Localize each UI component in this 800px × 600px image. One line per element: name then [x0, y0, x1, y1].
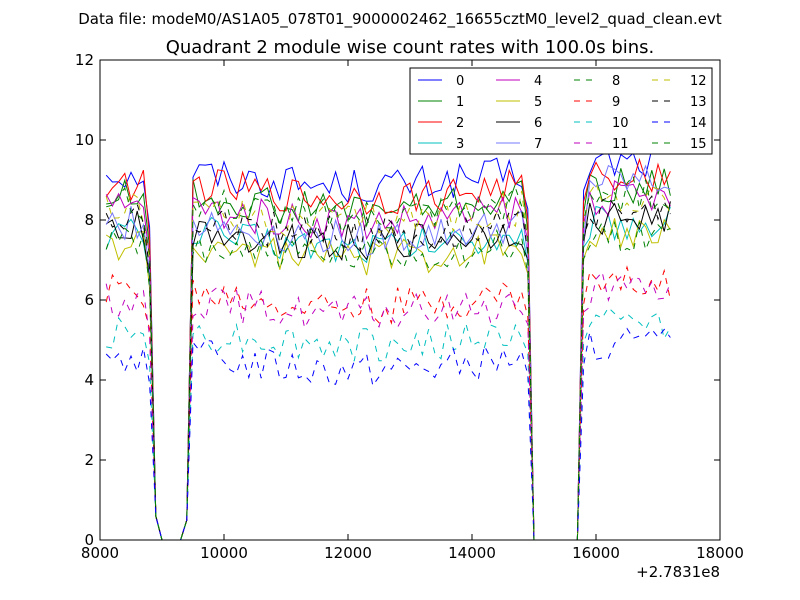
legend-label-14: 14 — [690, 116, 707, 131]
x-axis-ticks: 8000 10000 12000 14000 16000 18000 — [81, 60, 744, 562]
legend-label-1: 1 — [456, 95, 464, 110]
x-tick-label: 18000 — [696, 544, 744, 562]
chart-title: Quadrant 2 module wise count rates with … — [166, 37, 655, 58]
legend-label-4: 4 — [534, 74, 542, 89]
x-tick-label: 12000 — [324, 544, 372, 562]
legend-label-13: 13 — [690, 95, 707, 110]
x-tick-label: 8000 — [81, 544, 119, 562]
y-tick-label: 12 — [75, 51, 94, 69]
legend-label-11: 11 — [612, 137, 629, 152]
legend-label-15: 15 — [690, 137, 707, 152]
legend-label-9: 9 — [612, 95, 620, 110]
x-offset-label: +2.7831e8 — [636, 563, 720, 581]
x-tick-label: 14000 — [448, 544, 496, 562]
series-line-13 — [105, 195, 671, 541]
series-line-12 — [105, 182, 671, 541]
legend-label-2: 2 — [456, 116, 464, 131]
series-line-15 — [106, 174, 671, 541]
legend-box — [409, 67, 713, 155]
legend-label-8: 8 — [612, 74, 620, 89]
legend-label-12: 12 — [690, 74, 707, 89]
legend-label-5: 5 — [534, 95, 542, 110]
suptitle: Data file: modeM0/AS1A05_078T01_90000024… — [78, 10, 722, 29]
y-tick-label: 6 — [84, 291, 94, 309]
series-line-8 — [105, 220, 671, 541]
series-line-11 — [105, 271, 671, 541]
x-tick-label: 16000 — [572, 544, 620, 562]
x-tick-label: 10000 — [200, 544, 248, 562]
y-tick-label: 4 — [84, 371, 94, 389]
legend-label-6: 6 — [534, 116, 542, 131]
legend-label-3: 3 — [456, 137, 464, 152]
legend-label-0: 0 — [456, 74, 464, 89]
y-tick-label: 10 — [75, 131, 94, 149]
y-tick-label: 8 — [84, 211, 94, 229]
y-tick-label: 2 — [84, 451, 94, 469]
y-tick-label: 0 — [84, 531, 94, 549]
legend-label-7: 7 — [534, 137, 542, 152]
legend-label-10: 10 — [612, 116, 629, 131]
